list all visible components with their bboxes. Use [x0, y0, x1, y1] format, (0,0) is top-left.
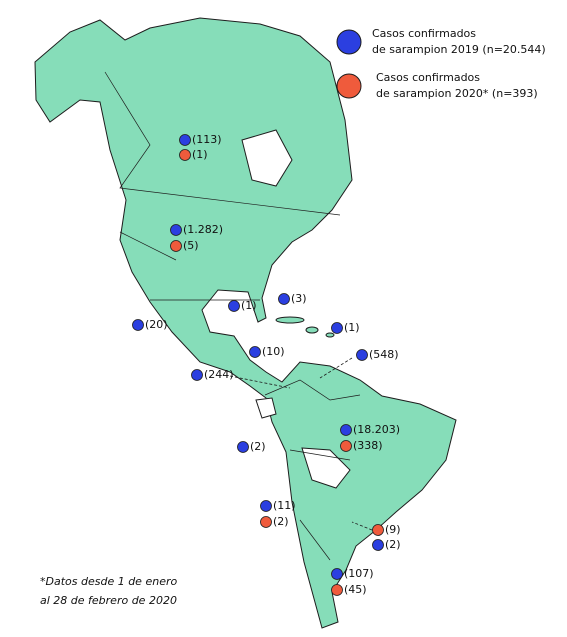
legend-swatch — [336, 73, 362, 99]
unreported-country — [255, 397, 277, 419]
case-marker — [170, 224, 182, 236]
case-label: (9) — [385, 523, 401, 536]
footnote: *Datos desde 1 de enero — [40, 575, 177, 588]
case-label: (11) — [273, 499, 296, 512]
case-marker — [228, 300, 240, 312]
case-marker — [331, 568, 343, 580]
case-marker — [170, 240, 182, 252]
case-marker — [331, 322, 343, 334]
case-marker — [278, 293, 290, 305]
case-label: (45) — [344, 583, 367, 596]
case-label: (338) — [353, 439, 383, 452]
landmass — [34, 17, 457, 629]
border — [104, 71, 361, 561]
case-label: (1.282) — [183, 223, 223, 236]
leader-line — [229, 375, 291, 389]
case-label: (1) — [344, 321, 360, 334]
case-label: (2) — [250, 440, 266, 453]
case-marker — [179, 134, 191, 146]
case-label: (3) — [291, 292, 307, 305]
case-label: (1) — [241, 299, 257, 312]
case-label: (2) — [385, 538, 401, 551]
case-marker — [191, 369, 203, 381]
case-label: (244) — [204, 368, 234, 381]
case-label: (113) — [192, 133, 222, 146]
case-label: (5) — [183, 239, 199, 252]
island — [325, 332, 335, 338]
legend-swatch — [336, 29, 362, 55]
case-marker — [340, 424, 352, 436]
case-marker — [249, 346, 261, 358]
leader-line — [319, 357, 353, 379]
case-label: (548) — [369, 348, 399, 361]
legend-text: Casos confirmados — [376, 71, 480, 84]
case-marker — [260, 500, 272, 512]
legend-text: Casos confirmados — [372, 27, 476, 40]
leader-lines — [229, 357, 373, 531]
footnote: al 28 de febrero de 2020 — [40, 594, 177, 607]
legend-text: de sarampion 2019 (n=20.544) — [372, 43, 546, 56]
legend-text: de sarampion 2020* (n=393) — [376, 87, 538, 100]
case-label: (20) — [145, 318, 168, 331]
case-marker — [237, 441, 249, 453]
case-label: (1) — [192, 148, 208, 161]
hudson-bay — [241, 129, 293, 187]
island — [305, 326, 319, 334]
americas — [34, 17, 457, 629]
case-label: (10) — [262, 345, 285, 358]
leader-line — [351, 521, 373, 531]
case-marker — [356, 349, 368, 361]
case-marker — [331, 584, 343, 596]
case-marker — [372, 524, 384, 536]
case-label: (107) — [344, 567, 374, 580]
island — [275, 316, 305, 324]
case-marker — [372, 539, 384, 551]
case-marker — [132, 319, 144, 331]
case-marker — [260, 516, 272, 528]
case-label: (18.203) — [353, 423, 400, 436]
case-marker — [179, 149, 191, 161]
case-marker — [340, 440, 352, 452]
case-label: (2) — [273, 515, 289, 528]
